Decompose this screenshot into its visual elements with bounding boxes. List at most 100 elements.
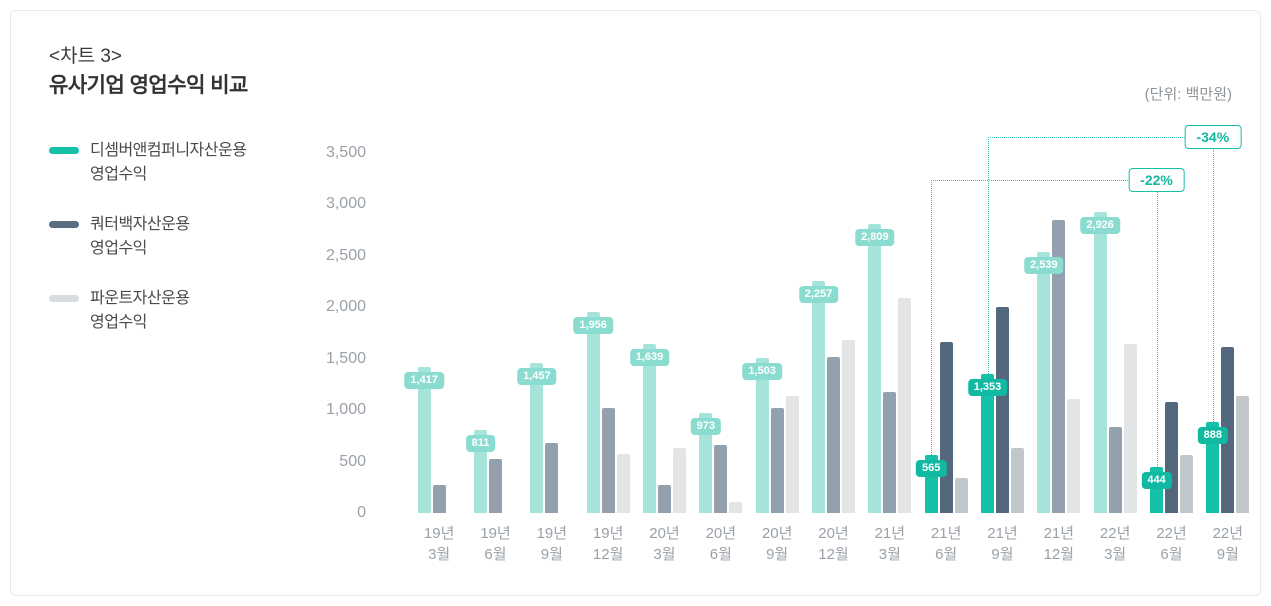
x-axis-label-line: 12월 xyxy=(818,546,849,563)
annotation-label: -34% xyxy=(1184,125,1242,150)
bar-december xyxy=(417,367,431,513)
bar-december xyxy=(642,344,656,513)
x-axis-label-line: 21년 xyxy=(1043,525,1075,542)
legend-label: 디셈버앤컴퍼니자산운용 영업수익 xyxy=(90,139,247,187)
value-label: 888 xyxy=(1197,426,1229,444)
legend-swatch xyxy=(49,295,79,302)
y-axis-label: 500 xyxy=(339,452,366,470)
bar-group xyxy=(1031,153,1087,513)
x-axis-label: 21년 12월 xyxy=(1031,523,1087,565)
x-axis-label-line: 3월 xyxy=(428,546,451,563)
legend-label-line2: 영업수익 xyxy=(90,240,147,257)
x-axis-label-line: 19년 xyxy=(423,525,455,542)
x-axis-label-line: 22년 xyxy=(1099,525,1131,542)
x-axis-label-line: 6월 xyxy=(484,546,507,563)
x-axis-label-line: 20년 xyxy=(761,525,793,542)
bar-fount xyxy=(898,298,912,513)
bar-group xyxy=(524,153,580,513)
bar-group xyxy=(749,153,805,513)
x-axis-label: 22년 9월 xyxy=(1200,523,1256,565)
annotation-line-left xyxy=(931,179,933,455)
x-axis-label: 20년 9월 xyxy=(749,523,805,565)
bar-fount xyxy=(1179,455,1193,513)
legend: 디셈버앤컴퍼니자산운용 영업수익 쿼터백자산운용 영업수익 파운트자산운용 영업… xyxy=(49,139,247,361)
x-axis-label-line: 6월 xyxy=(935,546,958,563)
x-axis-label-line: 3월 xyxy=(1104,546,1127,563)
bar-quarterback xyxy=(1052,220,1066,513)
legend-item-fount: 파운트자산운용 영업수익 xyxy=(49,287,246,335)
value-label: 811 xyxy=(465,434,496,452)
bar-quarterback xyxy=(995,307,1009,513)
legend-label-line1: 디셈버앤컴퍼니자산운용 xyxy=(90,142,247,159)
legend-label: 쿼터백자산운용 영업수익 xyxy=(90,213,190,261)
value-label: 1,639 xyxy=(629,349,670,367)
bar-quarterback xyxy=(1108,426,1122,513)
y-axis-label: 1,500 xyxy=(325,349,366,367)
value-label: 444 xyxy=(1141,472,1172,490)
legend-label-line2: 영업수익 xyxy=(90,166,147,183)
bar-group xyxy=(862,153,918,513)
bar-fount xyxy=(616,454,630,513)
chart-number: <차트 3> xyxy=(49,46,122,67)
annotation-line-top xyxy=(931,179,1157,181)
bar-december xyxy=(980,373,994,513)
bar-december xyxy=(811,280,825,513)
bar-quarterback xyxy=(883,391,897,513)
x-axis-label-line: 9월 xyxy=(1216,546,1239,563)
bar-quarterback xyxy=(770,408,784,513)
x-axis-label-line: 20년 xyxy=(818,525,849,542)
bar-quarterback xyxy=(939,342,953,513)
bar-group xyxy=(1143,153,1199,513)
bar-quarterback xyxy=(545,443,559,513)
bar-fount xyxy=(954,478,968,513)
bar-fount xyxy=(672,448,686,513)
x-axis-label-line: 20년 xyxy=(649,525,680,542)
x-axis-label: 21년 6월 xyxy=(918,523,974,565)
x-axis-label: 21년 9월 xyxy=(974,523,1030,565)
bar-december xyxy=(1037,251,1051,513)
x-axis-label-line: 6월 xyxy=(709,546,732,563)
x-axis-label-line: 12월 xyxy=(1043,546,1075,563)
x-axis-label-line: 21년 xyxy=(987,525,1018,542)
x-axis-label: 19년 3월 xyxy=(411,523,467,565)
x-axis-label: 21년 3월 xyxy=(862,523,918,565)
bar-quarterback xyxy=(826,356,840,513)
bar-quarterback xyxy=(1164,401,1178,513)
bar-group xyxy=(636,153,692,513)
bar-december xyxy=(530,363,544,513)
bar-fount xyxy=(785,395,799,513)
legend-label-line1: 파운트자산운용 xyxy=(90,290,190,307)
bar-group xyxy=(1200,153,1256,513)
value-label: 1,353 xyxy=(967,378,1008,396)
legend-label-line2: 영업수익 xyxy=(90,314,147,331)
x-axis-label: 20년 3월 xyxy=(636,523,692,565)
x-axis-label-line: 6월 xyxy=(1160,546,1183,563)
bar-december xyxy=(755,358,769,513)
x-axis-label-line: 21년 xyxy=(874,525,906,542)
bar-quarterback xyxy=(1221,347,1235,513)
x-axis-label: 22년 3월 xyxy=(1087,523,1143,565)
bar-quarterback xyxy=(714,445,728,513)
bar-quarterback xyxy=(601,408,615,513)
bar-december xyxy=(868,224,882,513)
annotation-line-right xyxy=(1156,179,1158,468)
x-axis-label-line: 22년 xyxy=(1156,525,1187,542)
bar-december xyxy=(1093,212,1107,513)
bar-fount xyxy=(841,340,855,513)
x-axis-label-line: 19년 xyxy=(480,525,511,542)
value-label: 565 xyxy=(915,459,947,477)
chart-card: <차트 3> 유사기업 영업수익 비교 (단위: 백만원) 디셈버앤컴퍼니자산운… xyxy=(10,10,1261,596)
y-axis-label: 3,000 xyxy=(325,195,366,213)
bar-group xyxy=(467,153,523,513)
bar-group xyxy=(693,153,749,513)
chart-title: 유사기업 영업수익 비교 xyxy=(49,74,248,97)
bar-december xyxy=(586,311,600,513)
bar-fount xyxy=(729,501,743,513)
unit-label: (단위: 백만원) xyxy=(1144,86,1232,103)
x-axis-label-line: 19년 xyxy=(536,525,568,542)
legend-swatch xyxy=(49,147,79,154)
x-axis-label-line: 21년 xyxy=(930,525,962,542)
bar-december xyxy=(1206,421,1220,513)
bar-quarterback xyxy=(488,458,502,513)
